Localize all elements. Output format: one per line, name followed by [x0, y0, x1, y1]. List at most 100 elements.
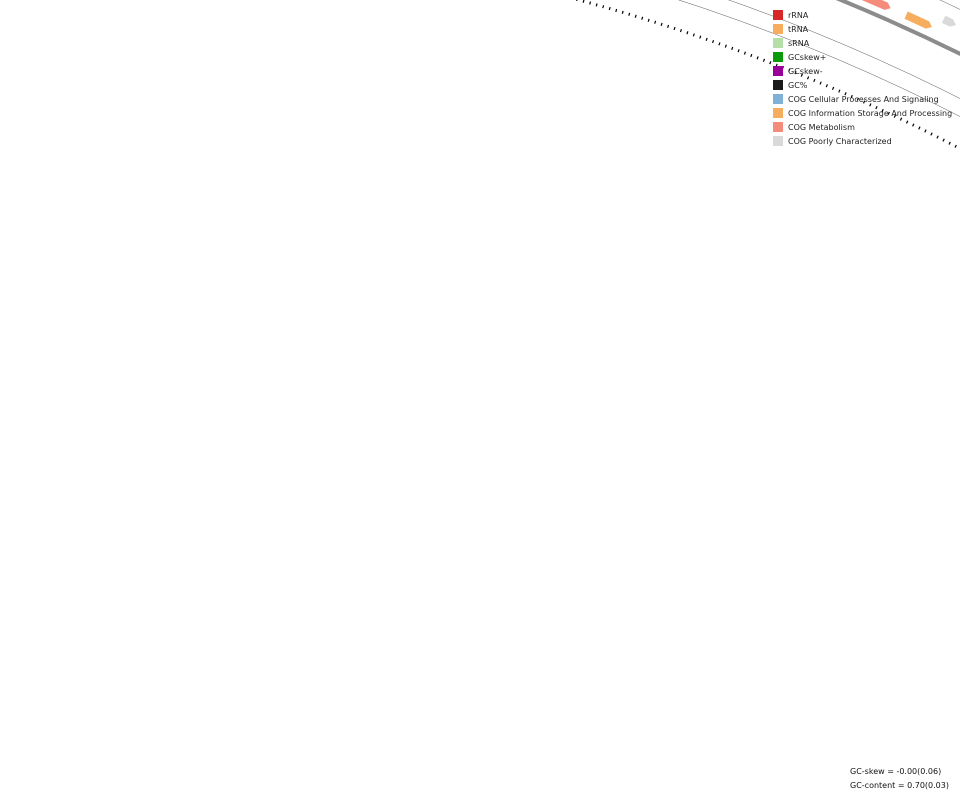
inner-ruler-tick: [589, 1, 592, 5]
inner-ruler-tick: [621, 10, 624, 14]
legend-item-cog-cellular: COG Cellular Processes And Signaling: [773, 92, 952, 106]
inner-ruler-tick: [582, 0, 585, 3]
legend-label: rRNA: [788, 10, 809, 20]
inner-ruler-tick: [844, 92, 847, 96]
inner-ruler-tick: [595, 3, 598, 7]
inner-ruler-tick: [806, 76, 810, 80]
legend-swatch: [773, 94, 783, 104]
inner-ruler-tick: [954, 144, 957, 148]
legend-label: COG Metabolism: [788, 122, 855, 132]
gene-arrow: [941, 15, 956, 27]
inner-ruler-tick: [667, 24, 670, 29]
inner-ruler-tick: [924, 129, 927, 133]
inner-ruler-tick: [788, 68, 791, 72]
inner-ruler-tick: [869, 103, 872, 107]
inner-ruler-tick: [918, 126, 921, 130]
inner-ruler-tick: [905, 120, 909, 124]
inner-ruler-tick: [608, 6, 611, 11]
legend-swatch: [773, 80, 783, 90]
legend-label: tRNA: [788, 24, 809, 34]
legend-swatch: [773, 10, 783, 20]
inner-ruler-tick: [660, 22, 663, 26]
inner-ruler-tick: [813, 78, 816, 83]
inner-ruler-tick: [647, 18, 650, 22]
legend-swatch: [773, 24, 783, 34]
gene-features: [861, 0, 956, 29]
inner-ruler-tick: [794, 71, 797, 75]
legend-swatch: [773, 136, 783, 146]
inner-ruler-tick: [769, 61, 772, 65]
inner-ruler-tick: [724, 44, 727, 48]
legend-swatch: [773, 66, 783, 76]
inner-ruler-tick: [654, 20, 657, 24]
inner-ruler-tick: [731, 46, 734, 51]
inner-ruler-tick: [750, 53, 753, 58]
inner-ruler-tick: [831, 86, 835, 90]
inner-ruler-tick: [819, 81, 822, 85]
inner-ruler-tick: [948, 141, 951, 145]
inner-ruler-tick: [862, 100, 866, 104]
legend-label: GC%: [788, 80, 808, 90]
inner-ruler-tick: [881, 108, 884, 113]
inner-ruler-tick: [762, 58, 766, 62]
inner-ruler-tick: [615, 8, 618, 13]
gc-content-stat: GC-content = 0.70(0.03): [850, 781, 949, 790]
inner-ruler-tick: [634, 14, 637, 18]
legend-item-gc-percent: GC%: [773, 78, 952, 92]
inner-ruler-tick: [602, 5, 605, 9]
legend-item-gcskew-minus: GCskew-: [773, 64, 952, 78]
legend-item-srna: sRNA: [773, 36, 952, 50]
track-line: [727, 0, 960, 99]
gc-skew-stat: GC-skew = -0.00(0.06): [850, 767, 942, 776]
inner-ruler-tick: [743, 51, 747, 55]
legend-item-cog-metabolism: COG Metabolism: [773, 120, 952, 134]
legend-item-rrna: rRNA: [773, 8, 952, 22]
legend-swatch: [773, 52, 783, 62]
inner-ruler-tick: [705, 37, 708, 41]
inner-ruler-tick: [850, 94, 853, 99]
legend-label: COG Cellular Processes And Signaling: [788, 94, 939, 104]
inner-ruler-tick: [899, 117, 903, 121]
position-ticks: [576, 0, 957, 148]
inner-ruler-tick: [856, 97, 860, 101]
inner-ruler-tick: [756, 56, 759, 60]
inner-ruler-tick: [641, 16, 644, 20]
legend-label: GCskew+: [788, 52, 827, 62]
inner-ruler-tick: [737, 49, 740, 53]
inner-ruler-tick: [838, 89, 841, 93]
gene-arrow: [861, 0, 891, 10]
legend-label: COG Poorly Characterized: [788, 136, 892, 146]
inner-ruler-tick: [875, 106, 878, 110]
legend-label: sRNA: [788, 38, 810, 48]
inner-ruler-tick: [893, 114, 897, 118]
legend-item-gcskew-plus: GCskew+: [773, 50, 952, 64]
inner-ruler-tick: [628, 12, 631, 16]
legend-label: COG Information Storage And Processing: [788, 108, 953, 118]
legend-swatch: [773, 108, 783, 118]
inner-ruler-tick: [692, 33, 695, 37]
inner-ruler-tick: [825, 84, 828, 88]
inner-ruler-tick: [942, 138, 945, 142]
legend-item-trna: tRNA: [773, 22, 952, 36]
inner-ruler-tick: [936, 135, 939, 139]
genome-stats: GC-skew = -0.00(0.06) GC-content = 0.70(…: [850, 765, 949, 793]
legend-swatch: [773, 122, 783, 132]
inner-ruler-tick: [673, 26, 676, 31]
inner-ruler-tick: [686, 31, 689, 35]
legend-item-cog-poorly: COG Poorly Characterized: [773, 134, 952, 148]
track-lines: [678, 0, 960, 117]
inner-ruler-tick: [800, 73, 803, 77]
track-line: [678, 0, 960, 117]
inner-ruler-tick: [718, 42, 721, 46]
legend-item-cog-information: COG Information Storage And Processing: [773, 106, 952, 120]
legend-swatch: [773, 38, 783, 48]
inner-ruler-tick: [679, 29, 682, 33]
inner-ruler-tick: [912, 123, 915, 127]
inner-ruler-tick: [711, 39, 715, 44]
inner-ruler-tick: [930, 132, 933, 136]
inner-ruler-tick: [699, 35, 702, 39]
inner-ruler-tick: [887, 111, 890, 115]
gene-arrow: [904, 11, 932, 29]
legend-label: GCskew-: [788, 66, 823, 76]
